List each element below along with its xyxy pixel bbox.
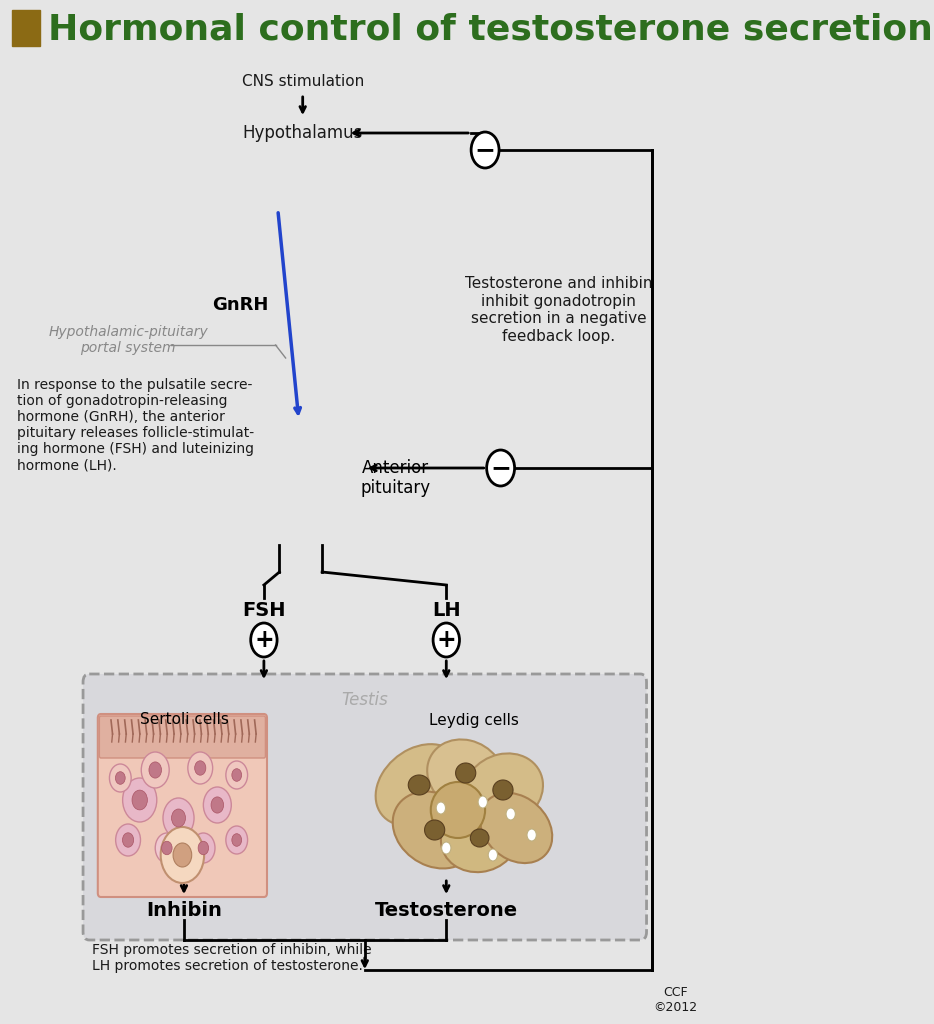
Text: Leydig cells: Leydig cells [429,713,518,727]
Text: FSH: FSH [242,600,286,620]
Circle shape [226,761,248,790]
Circle shape [191,833,215,863]
Circle shape [132,791,148,810]
Circle shape [204,787,232,823]
Circle shape [527,829,536,841]
Ellipse shape [480,793,552,863]
Text: GnRH: GnRH [212,296,269,314]
FancyBboxPatch shape [83,674,646,940]
Circle shape [173,843,191,867]
Ellipse shape [441,804,518,872]
Circle shape [116,824,140,856]
Circle shape [232,834,242,846]
Circle shape [172,809,186,827]
Circle shape [155,833,178,863]
Circle shape [122,778,157,822]
Circle shape [149,762,162,778]
Text: Hypothalamus: Hypothalamus [243,124,363,142]
Text: FSH promotes secretion of inhibin, while
LH promotes secretion of testosterone.: FSH promotes secretion of inhibin, while… [92,943,371,973]
Circle shape [442,842,451,854]
Circle shape [109,764,131,792]
Ellipse shape [493,780,513,800]
Text: −: − [474,138,496,162]
Ellipse shape [427,739,504,811]
Circle shape [487,450,515,486]
Circle shape [116,772,125,784]
Circle shape [122,833,134,847]
Text: −: − [490,456,511,480]
Circle shape [488,849,498,861]
Circle shape [162,842,172,855]
Circle shape [471,132,499,168]
Circle shape [250,623,277,657]
Text: +: + [254,628,274,652]
Text: Sertoli cells: Sertoli cells [139,713,229,727]
Text: Testis: Testis [342,691,389,709]
Text: Testosterone: Testosterone [375,900,517,920]
Circle shape [198,842,208,855]
Ellipse shape [431,782,485,838]
Circle shape [161,827,205,883]
Circle shape [226,826,248,854]
Circle shape [506,808,516,820]
Ellipse shape [392,792,476,868]
Circle shape [141,752,169,788]
Circle shape [433,623,460,657]
Ellipse shape [375,744,462,825]
Text: LH: LH [432,600,460,620]
Ellipse shape [425,820,445,840]
Circle shape [211,797,223,813]
Text: Inhibin: Inhibin [146,900,222,920]
Circle shape [194,761,205,775]
FancyBboxPatch shape [98,714,267,897]
Ellipse shape [456,763,475,783]
FancyBboxPatch shape [99,716,265,758]
Text: Hypothalamic-pituitary
portal system: Hypothalamic-pituitary portal system [49,325,208,355]
Text: +: + [436,628,456,652]
Circle shape [478,796,488,808]
Text: Hormonal control of testosterone secretion: Hormonal control of testosterone secreti… [49,13,933,47]
Text: Testosterone and inhibin
inhibit gonadotropin
secretion in a negative
feedback l: Testosterone and inhibin inhibit gonadot… [465,276,653,344]
Bar [11,10,39,46]
Text: Anterior
pituitary: Anterior pituitary [361,459,431,498]
Circle shape [232,769,242,781]
Circle shape [188,752,213,784]
Ellipse shape [408,775,430,795]
Text: In response to the pulsatile secre-
tion of gonadotropin-releasing
hormone (GnRH: In response to the pulsatile secre- tion… [17,378,254,472]
Ellipse shape [463,754,543,826]
Ellipse shape [471,829,489,847]
Text: CCF
©2012: CCF ©2012 [653,986,698,1014]
Text: CNS stimulation: CNS stimulation [242,75,364,89]
Circle shape [163,798,194,838]
Circle shape [436,802,446,814]
